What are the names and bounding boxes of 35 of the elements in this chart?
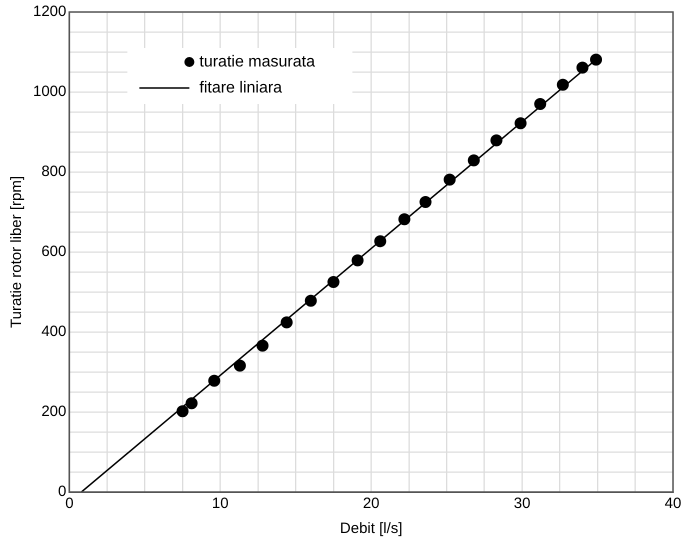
point [208,374,220,387]
point [534,98,546,110]
y-axis-title: Turatie rotor liber [rpm] [8,176,26,328]
y-tick-label: 800 [41,163,66,180]
y-tick-label: 0 [58,483,66,500]
point [374,235,386,248]
point [352,254,364,266]
point [256,340,269,352]
point [468,154,480,166]
point [398,213,410,226]
point [444,174,456,186]
y-tick-label: 600 [41,243,66,260]
point [234,360,246,372]
y-tick-label: 200 [41,403,66,420]
point [576,62,588,74]
point [327,276,340,288]
y-tick-label: 1200 [32,3,66,20]
x-tick-label: 30 [514,495,530,512]
point [590,54,602,66]
point [420,196,432,208]
point [280,316,293,328]
point [514,117,527,130]
legend-label: fitare liniara [199,79,282,96]
x-axis-title: Debit [l/s] [340,520,402,538]
y-tick-label: 1000 [32,83,66,100]
point [186,397,198,410]
legend-label: turatie masurata [199,53,316,70]
x-tick-label: 40 [664,495,682,512]
point [556,78,569,91]
point [490,134,502,146]
x-tick-label: 20 [362,495,380,512]
y-tick-label: 400 [41,323,66,340]
x-tick-label: 10 [212,495,229,512]
point [304,294,317,307]
point [176,405,189,418]
